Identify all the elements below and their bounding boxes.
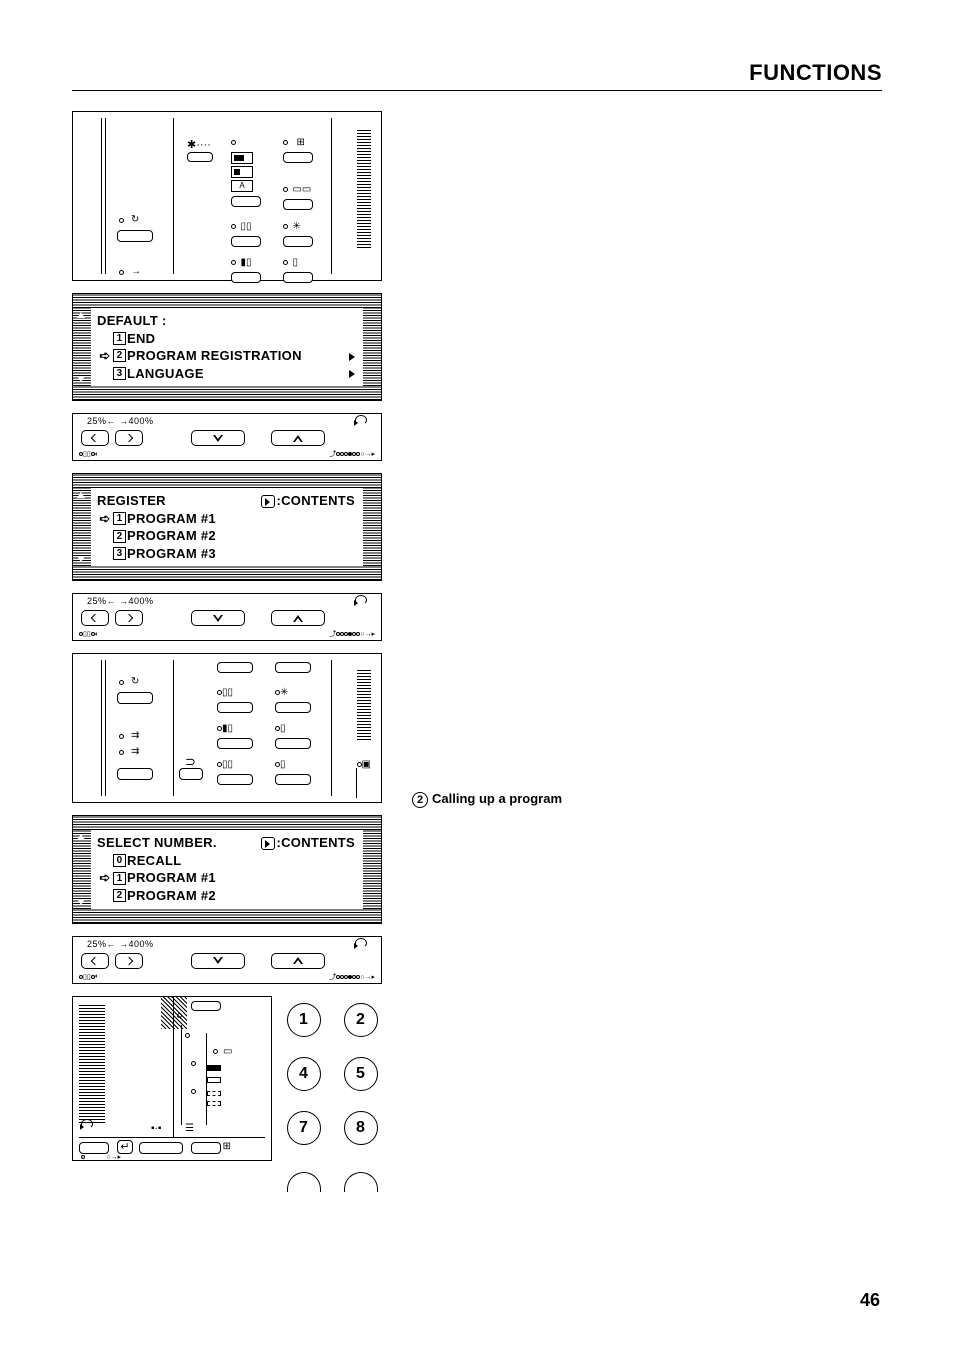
doc-icon: ▯	[292, 257, 298, 268]
keypad-partial	[344, 1172, 378, 1192]
up-button	[271, 610, 325, 626]
down-button	[191, 610, 245, 626]
lcd-item: LANGUAGE	[127, 365, 204, 383]
zoom-out-button	[81, 953, 109, 969]
zoom-in-button	[115, 430, 143, 446]
page-icon: ▯	[280, 759, 286, 770]
reset-icon	[355, 938, 367, 950]
star-icon: ✱····	[187, 138, 211, 151]
selection-arrow-icon: ➪	[97, 510, 113, 528]
box-icon: ▣	[362, 759, 371, 770]
keypad-figure: ▭ ▪·▪ ☰ ↵ ⊞ ○→▸ 1 2 4	[72, 996, 382, 1204]
panel-button	[187, 152, 213, 162]
keypad-4: 4	[287, 1057, 321, 1091]
zoom-label: 25%← →400%	[87, 416, 154, 426]
lcd-item: PROGRAM #1	[127, 510, 216, 528]
zoom-in-button	[115, 953, 143, 969]
header-title: FUNCTIONS	[749, 60, 882, 85]
control-panel-figure-1: ↻ → ✱···· A ⊞	[72, 111, 382, 281]
lcd-title: REGISTER	[97, 492, 166, 510]
lcd-screen-default: DEFAULT : 1END ➪2PROGRAM REGISTRATION 3L…	[72, 293, 382, 401]
up-button	[271, 430, 325, 446]
arrow-icon: →	[131, 267, 141, 277]
lcd-item: END	[127, 330, 155, 348]
up-button	[271, 953, 325, 969]
lcd-item: PROGRAM #3	[127, 545, 216, 563]
square-icon: ▮▯	[222, 723, 233, 734]
panel-button	[117, 230, 153, 242]
reset-icon	[355, 415, 367, 427]
keypad-partial	[287, 1172, 321, 1192]
layout-icon: ▯▯	[240, 221, 251, 232]
reset-icon	[355, 595, 367, 607]
zoom-out-button	[81, 610, 109, 626]
keypad-7: 7	[287, 1111, 321, 1145]
contents-icon	[261, 495, 275, 508]
arrow-icon: ⇉	[131, 747, 139, 757]
submenu-icon	[349, 353, 355, 361]
star-icon: ✳	[292, 221, 300, 232]
submenu-icon	[349, 370, 355, 378]
star-icon: ✳	[280, 687, 288, 698]
layout-icon: ▯▯	[222, 687, 233, 698]
contents-icon	[261, 837, 275, 850]
left-column: ↻ → ✱···· A ⊞	[72, 111, 382, 1204]
lcd-screen-register: REGISTER:CONTENTS ➪1PROGRAM #1 2PROGRAM …	[72, 473, 382, 581]
lcd-item: PROGRAM #2	[127, 887, 216, 905]
hatch-pattern	[357, 670, 371, 740]
loop-icon: ↻	[131, 215, 139, 225]
zoom-label: 25%← →400%	[87, 596, 154, 606]
square-icon: ▮▯	[240, 257, 251, 268]
selection-arrow-icon: ➪	[97, 869, 113, 887]
keypad-8: 8	[344, 1111, 378, 1145]
control-panel-figure-2: ↻ ⇉ ⇉ ⊃ ▯▯ ✳ ▮	[72, 653, 382, 803]
annotation-number: 2	[412, 792, 428, 808]
lcd-item: RECALL	[127, 852, 182, 870]
grid-icon: ⊞	[296, 137, 304, 148]
hatch-pattern	[79, 1003, 105, 1123]
annotation-text: Calling up a program	[432, 791, 562, 806]
page-header: FUNCTIONS	[72, 60, 882, 91]
nav-strip: 25%← →400% ▯▯◐ ⤴○→▸	[72, 936, 382, 984]
keypad-1: 1	[287, 1003, 321, 1037]
zoom-in-button	[115, 610, 143, 626]
pages-icon: ▯▯	[222, 759, 233, 770]
doc-icon: ▯	[280, 723, 286, 734]
right-column: 2 Calling up a program	[412, 111, 882, 808]
lcd-item: PROGRAM REGISTRATION	[127, 347, 302, 365]
zoom-label: 25%← →400%	[87, 939, 154, 949]
keypad-5: 5	[344, 1057, 378, 1091]
down-button	[191, 430, 245, 446]
lcd-item: PROGRAM #2	[127, 527, 216, 545]
page-number: 46	[860, 1290, 880, 1311]
contents-label: :CONTENTS	[276, 493, 355, 508]
nav-strip: 25%← →400% ▯▯◐ ⤴○→▸	[72, 593, 382, 641]
zoom-out-button	[81, 430, 109, 446]
contents-label: :CONTENTS	[276, 835, 355, 850]
reset-icon	[81, 1116, 93, 1134]
lcd-screen-select: SELECT NUMBER.:CONTENTS 0RECALL ➪1PROGRA…	[72, 815, 382, 923]
lcd-item: PROGRAM #1	[127, 869, 216, 887]
arrow-icon: ⇉	[131, 731, 139, 741]
down-button	[191, 953, 245, 969]
lcd-title: SELECT NUMBER.	[97, 834, 217, 852]
nav-strip: 25%← →400% ▯▯◐ ⤴○→▸	[72, 413, 382, 461]
loop-icon: ↻	[131, 677, 139, 687]
selection-arrow-icon: ➪	[97, 347, 113, 365]
lcd-title: DEFAULT :	[97, 312, 167, 330]
hatch-pattern	[357, 128, 371, 248]
annotation: 2 Calling up a program	[412, 791, 882, 808]
keypad-2: 2	[344, 1003, 378, 1037]
pages-icon: ▭▭	[292, 184, 311, 195]
